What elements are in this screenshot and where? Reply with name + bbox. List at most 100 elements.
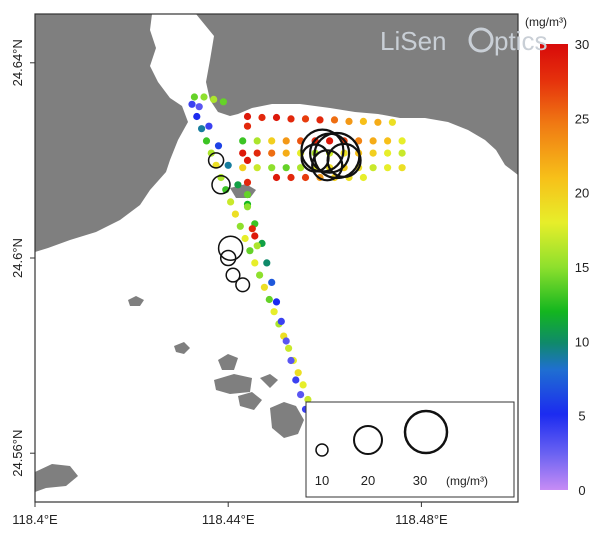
island-9 xyxy=(35,464,78,492)
track-point-70 xyxy=(239,149,247,157)
island-5 xyxy=(214,374,252,394)
concentration-circle-0 xyxy=(207,152,225,169)
track-point-43 xyxy=(190,93,198,101)
track-point-51 xyxy=(301,115,310,123)
track-point-82 xyxy=(239,164,247,172)
size-legend-circle-30 xyxy=(403,409,449,455)
track-point-66 xyxy=(355,137,363,145)
logo-text-a: LiSen xyxy=(380,26,447,56)
size-legend-circle-10 xyxy=(315,443,329,457)
concentration-circle-2 xyxy=(217,235,244,261)
track-point-58 xyxy=(239,137,247,145)
colorbar-ticks: 0 5 10 15 20 25 30 xyxy=(575,37,589,498)
x-tick-label-2: 118.48°E xyxy=(395,512,448,527)
island-8 xyxy=(270,402,304,438)
track-point-64 xyxy=(326,137,334,145)
concentration-circle-5 xyxy=(235,277,251,293)
track-point-61 xyxy=(282,137,290,145)
concentration-circle-4 xyxy=(225,267,241,283)
size-legend-label-10: 10 xyxy=(315,473,329,488)
y-tick-label-1: 24.6°N xyxy=(10,238,25,278)
track-point-100 xyxy=(359,173,367,182)
track-point-81 xyxy=(398,149,406,157)
track-point-60 xyxy=(268,137,276,145)
track-point-4 xyxy=(207,149,215,157)
track-point-39 xyxy=(287,356,295,365)
track-point-72 xyxy=(268,149,276,157)
track-point-71 xyxy=(253,149,261,157)
track-point-101 xyxy=(243,122,252,130)
track-point-49 xyxy=(272,113,281,122)
track-point-46 xyxy=(219,98,227,106)
track-point-91 xyxy=(369,164,377,172)
track-point-105 xyxy=(243,203,252,211)
x-tick-label-0: 118.4°E xyxy=(12,512,58,527)
colorbar-tick-label-1: 5 xyxy=(578,409,585,424)
track-point-41 xyxy=(297,391,305,399)
track-point-30 xyxy=(234,181,242,189)
track-point-56 xyxy=(374,118,382,126)
track-point-67 xyxy=(369,137,377,145)
track-point-6 xyxy=(217,173,225,182)
track-point-36 xyxy=(272,298,281,306)
track-point-48 xyxy=(258,113,266,122)
track-point-96 xyxy=(301,173,310,182)
concentration-circle-11 xyxy=(326,142,362,178)
track-point-35 xyxy=(268,278,276,286)
track-point-83 xyxy=(253,164,261,172)
track-point-14 xyxy=(256,271,264,279)
track-point-102 xyxy=(243,156,252,164)
track-point-8 xyxy=(227,198,235,206)
size-legend-unit: (mg/m³) xyxy=(446,474,488,488)
track-point-23 xyxy=(299,381,307,389)
track-point-24 xyxy=(304,395,312,404)
track-point-55 xyxy=(359,117,367,125)
island-7 xyxy=(238,392,262,410)
track-point-108 xyxy=(253,242,261,250)
track-point-2 xyxy=(198,125,206,133)
track-point-3 xyxy=(202,137,211,145)
track-point-53 xyxy=(330,116,339,124)
track-point-107 xyxy=(251,232,259,240)
track-point-0 xyxy=(188,100,196,108)
map-panel: 118.4°E 118.44°E 118.48°E 24.64°N24.6°N24.… xyxy=(10,13,519,527)
track-point-79 xyxy=(369,149,377,157)
track-point-22 xyxy=(294,369,302,377)
x-tick-label-1: 118.44°E xyxy=(202,512,255,527)
colorbar-tick-label-2: 10 xyxy=(575,334,589,349)
colorbar-tick-label-3: 15 xyxy=(575,260,589,275)
land-layer xyxy=(35,14,518,492)
track-point-12 xyxy=(246,247,254,255)
size-legend: 10 20 30 (mg/m³) xyxy=(305,401,515,498)
y-axis-ticks: 24.64°N 24.6°N 24.56°N xyxy=(10,39,35,477)
size-legend-circle-20 xyxy=(353,425,383,455)
x-axis-ticks: 118.4°E 118.44°E 118.48°E xyxy=(12,502,448,527)
track-point-11 xyxy=(241,234,249,243)
track-point-104 xyxy=(243,191,252,199)
concentration-circle-3 xyxy=(219,249,237,267)
track-point-92 xyxy=(384,164,392,172)
colorbar: (mg/m³) 0 5 10 15 20 25 30 xyxy=(525,15,589,498)
colorbar-tick-label-5: 25 xyxy=(575,111,589,126)
y-tick-label-2: 24.56°N xyxy=(10,430,25,477)
logo-o-mark xyxy=(468,27,494,53)
island-4 xyxy=(218,354,238,370)
colorbar-tick-label-4: 20 xyxy=(575,186,589,201)
track-point-95 xyxy=(287,173,295,182)
company-logo: LiSen ptics xyxy=(380,26,547,56)
track-point-16 xyxy=(265,295,273,304)
track-point-27 xyxy=(205,122,213,130)
concentration-circles xyxy=(207,128,362,293)
track-point-20 xyxy=(285,344,293,352)
track-point-80 xyxy=(384,149,392,157)
track-point-10 xyxy=(236,222,244,230)
track-point-38 xyxy=(282,337,290,345)
island-3 xyxy=(174,342,190,354)
colorbar-tick-label-0: 0 xyxy=(578,483,585,498)
track-point-17 xyxy=(270,308,278,316)
track-point-106 xyxy=(248,225,256,233)
colorbar-gradient xyxy=(540,44,568,490)
track-point-26 xyxy=(195,103,203,111)
island-6 xyxy=(260,374,278,388)
